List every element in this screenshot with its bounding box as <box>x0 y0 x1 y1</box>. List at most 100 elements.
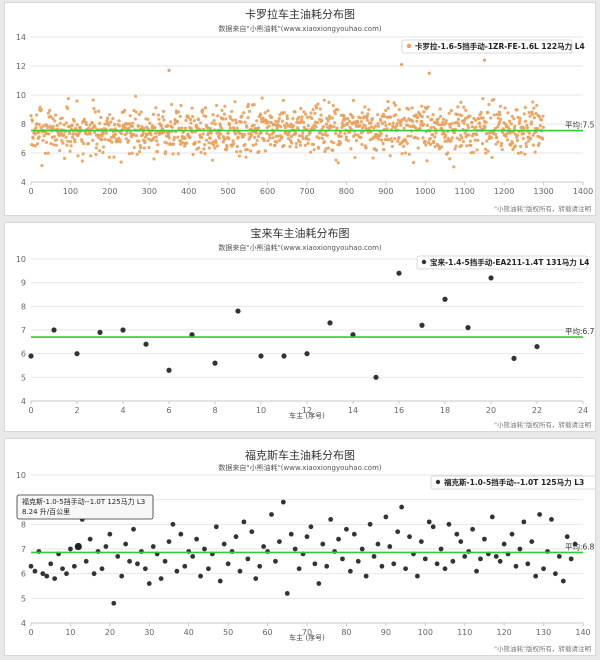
corolla-point[interactable] <box>108 112 112 117</box>
corolla-point[interactable] <box>69 144 73 148</box>
corolla-point[interactable] <box>115 139 120 143</box>
corolla-point[interactable] <box>322 98 326 102</box>
corolla-point[interactable] <box>294 141 299 146</box>
focus-point[interactable] <box>478 556 483 562</box>
corolla-point[interactable] <box>470 125 474 129</box>
corolla-point[interactable] <box>433 144 437 149</box>
corolla-point[interactable] <box>530 112 535 116</box>
corolla-point[interactable] <box>42 134 46 138</box>
corolla-point[interactable] <box>531 133 535 137</box>
focus-point[interactable] <box>288 531 294 537</box>
corolla-point[interactable] <box>99 115 103 120</box>
corolla-point[interactable] <box>55 123 59 128</box>
corolla-point[interactable] <box>537 115 542 119</box>
corolla-point[interactable] <box>534 111 538 116</box>
focus-point[interactable] <box>182 563 188 569</box>
corolla-point[interactable] <box>253 127 257 131</box>
corolla-point[interactable] <box>273 143 277 147</box>
corolla-point[interactable] <box>155 139 159 143</box>
corolla-point[interactable] <box>131 121 135 125</box>
bora-point[interactable] <box>74 351 80 357</box>
corolla-point[interactable] <box>392 101 396 105</box>
corolla-point[interactable] <box>533 150 537 154</box>
corolla-point[interactable] <box>331 104 335 108</box>
corolla-point[interactable] <box>247 109 252 113</box>
corolla-point[interactable] <box>162 118 166 122</box>
corolla-point[interactable] <box>496 140 500 144</box>
corolla-point[interactable] <box>513 124 517 128</box>
corolla-point[interactable] <box>374 148 379 152</box>
corolla-point[interactable] <box>223 137 227 141</box>
corolla-point[interactable] <box>410 119 415 123</box>
corolla-point[interactable] <box>448 125 452 129</box>
corolla-point[interactable] <box>160 127 165 131</box>
corolla-point[interactable] <box>100 138 104 142</box>
corolla-point[interactable] <box>459 133 463 137</box>
corolla-point[interactable] <box>66 139 70 143</box>
corolla-point[interactable] <box>41 138 45 143</box>
focus-point[interactable] <box>379 563 385 569</box>
corolla-point[interactable] <box>497 110 501 114</box>
corolla-point[interactable] <box>221 117 225 121</box>
corolla-point[interactable] <box>447 111 451 115</box>
corolla-point[interactable] <box>270 115 274 119</box>
focus-point[interactable] <box>190 554 196 559</box>
corolla-point[interactable] <box>455 112 459 116</box>
corolla-point[interactable] <box>142 126 146 131</box>
corolla-point[interactable] <box>521 131 526 135</box>
corolla-point[interactable] <box>189 121 193 125</box>
corolla-point[interactable] <box>149 133 153 137</box>
corolla-point[interactable] <box>76 154 80 158</box>
corolla-point[interactable] <box>64 121 68 125</box>
corolla-point[interactable] <box>345 123 350 127</box>
focus-point[interactable] <box>150 544 156 549</box>
corolla-point[interactable] <box>47 132 51 136</box>
corolla-point[interactable] <box>369 125 373 129</box>
corolla-point[interactable] <box>381 141 385 146</box>
corolla-point[interactable] <box>364 127 368 131</box>
corolla-point[interactable] <box>330 116 335 120</box>
corolla-point[interactable] <box>351 98 356 103</box>
focus-point[interactable] <box>340 556 345 562</box>
corolla-point[interactable] <box>193 140 197 144</box>
corolla-point[interactable] <box>405 141 409 146</box>
corolla-point[interactable] <box>305 134 309 138</box>
corolla-point[interactable] <box>130 124 135 129</box>
corolla-point[interactable] <box>369 121 373 125</box>
corolla-point[interactable] <box>303 143 307 147</box>
corolla-point[interactable] <box>498 104 503 108</box>
corolla-point[interactable] <box>351 115 355 120</box>
corolla-point[interactable] <box>315 120 320 125</box>
corolla-point[interactable] <box>306 124 310 128</box>
corolla-point[interactable] <box>423 139 427 144</box>
corolla-point[interactable] <box>528 114 532 118</box>
corolla-point[interactable] <box>210 121 214 125</box>
corolla-point[interactable] <box>523 105 527 110</box>
corolla-point[interactable] <box>263 149 267 153</box>
corolla-point[interactable] <box>315 106 319 110</box>
corolla-point[interactable] <box>353 133 357 137</box>
corolla-point[interactable] <box>93 125 97 129</box>
corolla-point[interactable] <box>251 143 255 147</box>
corolla-point[interactable] <box>313 111 317 115</box>
corolla-point[interactable] <box>214 103 219 108</box>
corolla-point[interactable] <box>154 106 158 110</box>
corolla-point[interactable] <box>410 106 414 110</box>
corolla-point[interactable] <box>33 132 37 136</box>
focus-point[interactable] <box>308 524 314 530</box>
corolla-point[interactable] <box>279 125 283 129</box>
corolla-point[interactable] <box>343 131 347 136</box>
corolla-point[interactable] <box>62 156 67 160</box>
focus-point[interactable] <box>225 561 231 567</box>
corolla-point[interactable] <box>224 117 228 121</box>
corolla-point[interactable] <box>223 104 227 108</box>
corolla-point[interactable] <box>178 114 182 119</box>
corolla-point[interactable] <box>246 102 251 106</box>
corolla-point[interactable] <box>320 136 325 140</box>
bora-point[interactable] <box>442 296 448 302</box>
corolla-point[interactable] <box>189 126 193 130</box>
corolla-point[interactable] <box>481 97 485 101</box>
corolla-point[interactable] <box>512 117 516 121</box>
corolla-point[interactable] <box>397 135 401 140</box>
corolla-point[interactable] <box>253 135 257 140</box>
